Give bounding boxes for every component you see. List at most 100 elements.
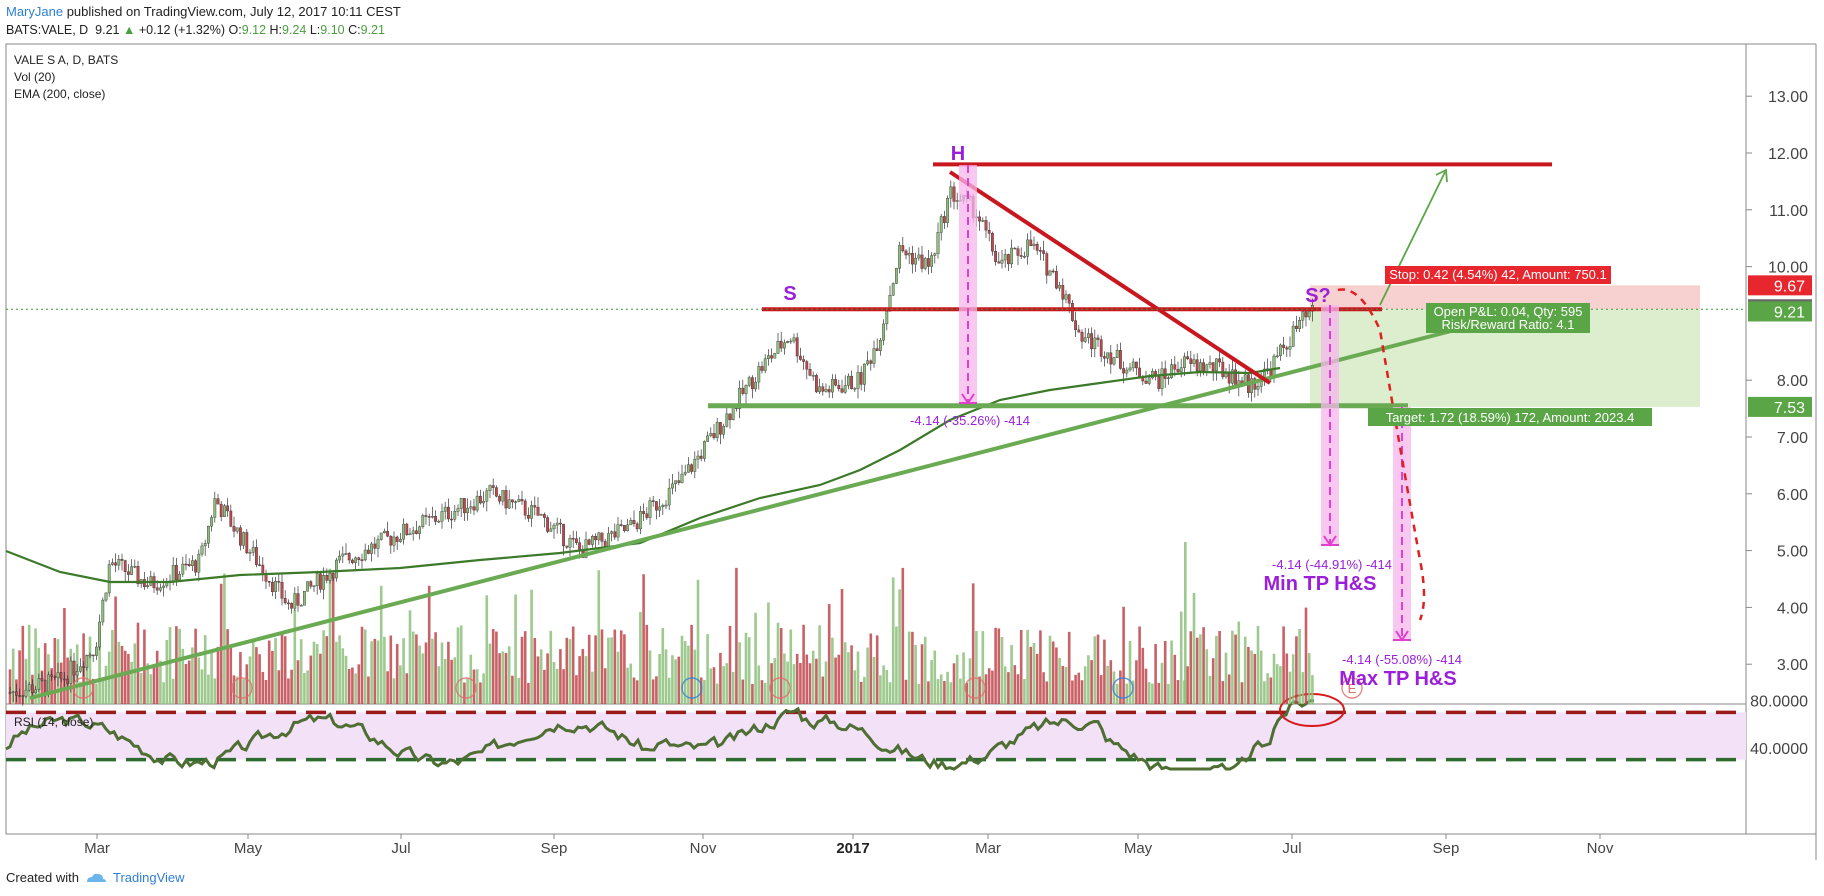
volume-bar [856, 651, 860, 704]
candle-body [594, 535, 598, 541]
candle [543, 512, 546, 528]
time-tick-label: Nov [690, 840, 717, 857]
candle [1054, 265, 1058, 290]
candle-body [619, 524, 623, 526]
candle [559, 518, 562, 534]
target-label: Target: 1.72 (18.59%) 172, Amount: 2023.… [1386, 410, 1635, 425]
volume-bar [767, 602, 770, 704]
volume-bar [139, 672, 143, 704]
candle-body [754, 381, 758, 390]
tradingview-brand[interactable]: TradingView [112, 870, 185, 885]
author-link[interactable]: MaryJane [6, 4, 64, 19]
volume-bar [952, 663, 956, 704]
rsi-tick-label: 40.0000 [1750, 741, 1808, 758]
candle-body [837, 384, 841, 389]
candle [14, 683, 18, 703]
candle-body [408, 533, 412, 536]
legend-rsi: RSI (14, close) [14, 715, 93, 729]
candle-body [927, 258, 930, 267]
volume-bar [683, 641, 687, 704]
candle [37, 673, 41, 693]
volume-bar [210, 649, 213, 704]
volume-bar [930, 660, 933, 704]
volume-bar [1266, 673, 1269, 704]
candle [437, 519, 441, 523]
candle [491, 478, 495, 496]
candle-body [472, 506, 476, 511]
candle-body [1032, 243, 1036, 246]
candle [459, 497, 463, 518]
candle [703, 440, 706, 462]
candle-body [571, 537, 575, 540]
candle-body [434, 516, 437, 522]
volume-bars [8, 542, 1314, 704]
candle-body [1160, 368, 1164, 389]
candle [1278, 343, 1282, 361]
label-left-shoulder: S [783, 283, 796, 305]
volume-bar [923, 636, 927, 704]
candle-body [322, 575, 325, 590]
candle-body [88, 654, 92, 657]
volume-bar [1189, 631, 1193, 704]
volume-bar [1224, 652, 1228, 704]
candle-body [431, 516, 434, 518]
candle [1118, 342, 1122, 370]
candle-body [1080, 332, 1084, 342]
volume-bar [1173, 654, 1177, 704]
candle-body [939, 216, 943, 233]
volume-bar [146, 663, 149, 704]
candle [251, 540, 255, 556]
volume-bar [1285, 653, 1289, 704]
measure-max-label: -4.14 (-55.08%) -414 [1342, 652, 1462, 667]
candle [786, 340, 790, 344]
volume-bar [472, 669, 476, 704]
candle-body [11, 691, 15, 693]
candle-body [1176, 369, 1180, 373]
candle-body [1285, 347, 1289, 350]
volume-bar [1115, 683, 1119, 704]
candle-body [552, 524, 556, 530]
candle [1099, 335, 1103, 362]
candle [629, 517, 633, 526]
candle [11, 690, 15, 702]
candle [645, 507, 649, 520]
volume-bar [543, 669, 546, 704]
candle [869, 359, 873, 371]
candle-body [415, 530, 418, 534]
candle-body [805, 361, 809, 370]
volume-bar [1304, 607, 1308, 704]
candle [767, 349, 770, 366]
candle [1128, 363, 1132, 372]
candle [469, 500, 473, 514]
candle [709, 427, 713, 438]
candle-body [421, 515, 425, 528]
volume-bar [549, 630, 553, 704]
volume-bar [123, 650, 127, 704]
candle [367, 545, 370, 555]
candle [142, 571, 146, 590]
candle-body [1182, 356, 1186, 368]
candle [856, 365, 860, 399]
volume-bar [475, 669, 479, 704]
candle [677, 471, 681, 486]
volume-bar [706, 634, 709, 704]
volume-bar [1151, 683, 1154, 704]
legend-volume: Vol (20) [14, 70, 55, 84]
volume-bar [338, 635, 341, 704]
volume-bar [1202, 627, 1205, 704]
candle [1093, 329, 1097, 358]
candle [981, 217, 985, 223]
volume-bar [1067, 631, 1071, 704]
candle [107, 560, 111, 597]
candle-body [517, 499, 521, 502]
footer: Created with TradingView [6, 870, 185, 885]
price-badge [1748, 301, 1812, 322]
candle-body [1189, 358, 1193, 364]
candle [149, 570, 153, 587]
drawing-lines [5, 162, 1746, 700]
volume-bar [50, 668, 53, 704]
time-tick-label: 2017 [836, 840, 869, 857]
candle [722, 423, 726, 439]
volume-bar [376, 640, 380, 704]
